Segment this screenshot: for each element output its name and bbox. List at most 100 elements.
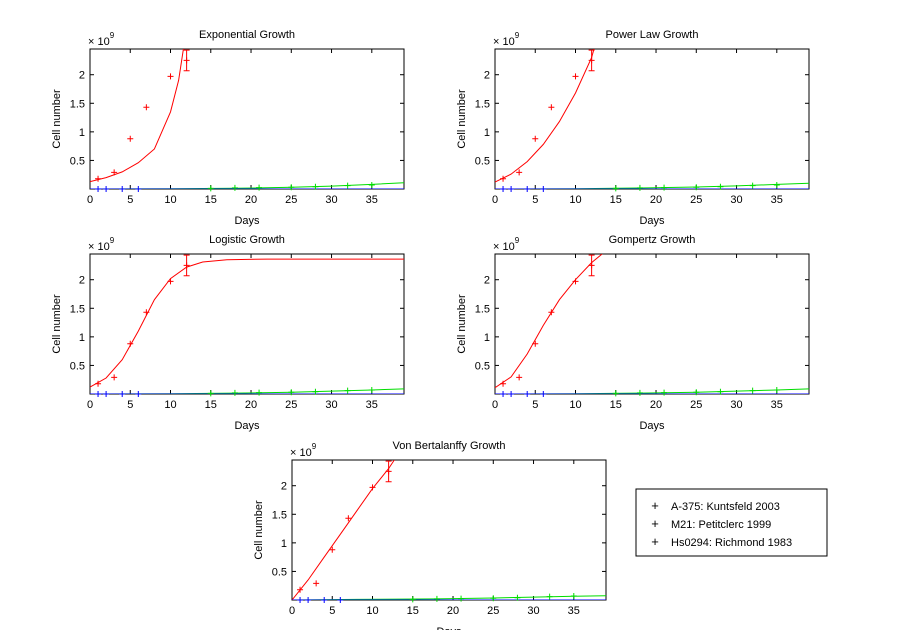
data-point bbox=[207, 185, 214, 192]
data-point bbox=[548, 104, 555, 111]
data-point bbox=[329, 546, 336, 553]
data-point bbox=[369, 484, 376, 491]
y-tick-label: 0.5 bbox=[70, 360, 85, 372]
fit-curve bbox=[495, 49, 595, 183]
x-tick-label: 35 bbox=[771, 194, 783, 206]
data-point bbox=[288, 389, 295, 396]
chart-panel: 0 5 10 15 20 25 30 35 0.5 1 1.5 2 × 109 Von Bertalanf… bbox=[253, 440, 607, 630]
data-point bbox=[135, 186, 142, 192]
data-point bbox=[345, 515, 352, 522]
x-tick-label: 25 bbox=[690, 194, 702, 206]
x-tick-label: 5 bbox=[532, 194, 538, 206]
data-point bbox=[661, 389, 668, 396]
data-point bbox=[297, 597, 304, 603]
chart-title: Logistic Growth bbox=[209, 234, 285, 246]
data-point bbox=[321, 597, 328, 603]
data-point bbox=[500, 380, 507, 387]
y-tick-label: 2 bbox=[79, 70, 85, 82]
x-tick-label: 25 bbox=[285, 194, 297, 206]
legend-label: M21: Petitclerc 1999 bbox=[671, 519, 771, 531]
y-tick-label: 1 bbox=[79, 127, 85, 139]
x-axis-label: Days bbox=[436, 626, 462, 630]
data-point bbox=[572, 73, 579, 80]
y-axis-label: Cell number bbox=[253, 500, 265, 560]
plot-area bbox=[292, 460, 606, 600]
x-axis-label: Days bbox=[234, 215, 260, 227]
data-point bbox=[433, 595, 440, 602]
data-point bbox=[693, 389, 700, 396]
x-axis-label: Days bbox=[639, 215, 665, 227]
legend-marker: + bbox=[651, 534, 659, 549]
data-point bbox=[540, 186, 547, 192]
x-tick-label: 25 bbox=[487, 605, 499, 617]
x-tick-label: 35 bbox=[568, 605, 580, 617]
x-tick-label: 25 bbox=[690, 399, 702, 411]
x-tick-label: 20 bbox=[245, 399, 257, 411]
x-tick-label: 10 bbox=[164, 194, 176, 206]
fit-curve bbox=[90, 49, 184, 183]
x-tick-label: 10 bbox=[569, 399, 581, 411]
data-point bbox=[749, 182, 756, 189]
x-tick-label: 0 bbox=[87, 399, 93, 411]
x-tick-label: 15 bbox=[205, 194, 217, 206]
y-multiplier-exponent: 9 bbox=[110, 236, 115, 245]
y-tick-label: 0.5 bbox=[475, 155, 490, 167]
legend-entry: + A-375: Kuntsfeld 2003 bbox=[651, 498, 780, 513]
x-tick-label: 30 bbox=[730, 399, 742, 411]
y-tick-label: 0.5 bbox=[70, 155, 85, 167]
data-point bbox=[231, 389, 238, 396]
x-tick-label: 35 bbox=[771, 399, 783, 411]
x-tick-label: 5 bbox=[329, 605, 335, 617]
data-point bbox=[717, 388, 724, 395]
y-tick-label: 1 bbox=[484, 127, 490, 139]
data-point bbox=[749, 387, 756, 394]
y-tick-label: 2 bbox=[484, 70, 490, 82]
data-point bbox=[516, 374, 523, 381]
data-point bbox=[256, 389, 263, 396]
x-tick-label: 20 bbox=[650, 399, 662, 411]
y-multiplier: × 109 bbox=[493, 236, 520, 253]
y-tick-label: 0.5 bbox=[475, 360, 490, 372]
fit-curve bbox=[90, 258, 404, 388]
data-point bbox=[119, 391, 126, 397]
y-tick-label: 2 bbox=[484, 275, 490, 287]
legend-marker: + bbox=[651, 516, 659, 531]
plot-frame bbox=[494, 253, 810, 395]
x-tick-label: 0 bbox=[492, 194, 498, 206]
y-tick-label: 1 bbox=[484, 332, 490, 344]
x-tick-label: 10 bbox=[569, 194, 581, 206]
legend-entry: + M21: Petitclerc 1999 bbox=[651, 516, 771, 531]
data-point bbox=[312, 388, 319, 395]
y-multiplier: × 109 bbox=[290, 442, 317, 459]
y-tick-label: 1.5 bbox=[475, 303, 490, 315]
x-tick-label: 20 bbox=[650, 194, 662, 206]
data-point bbox=[297, 586, 304, 593]
x-tick-label: 0 bbox=[289, 605, 295, 617]
legend-entry: + Hs0294: Richmond 1983 bbox=[651, 534, 792, 549]
data-point bbox=[111, 169, 118, 176]
x-axis-label: Days bbox=[234, 420, 260, 432]
y-multiplier-exponent: 9 bbox=[110, 31, 115, 40]
fit-curve bbox=[292, 595, 606, 600]
x-tick-label: 30 bbox=[527, 605, 539, 617]
data-point bbox=[508, 391, 515, 397]
y-multiplier: × 109 bbox=[493, 31, 520, 48]
x-tick-label: 30 bbox=[730, 194, 742, 206]
x-tick-label: 30 bbox=[325, 194, 337, 206]
y-tick-label: 2 bbox=[281, 481, 287, 493]
data-point bbox=[409, 596, 416, 603]
y-tick-label: 2 bbox=[79, 275, 85, 287]
x-tick-label: 15 bbox=[407, 605, 419, 617]
data-point bbox=[103, 391, 110, 397]
data-point bbox=[313, 580, 320, 587]
y-tick-label: 1.5 bbox=[475, 98, 490, 110]
data-point bbox=[570, 593, 577, 599]
y-axis-label: Cell number bbox=[456, 89, 468, 149]
plot-frame bbox=[89, 253, 405, 395]
x-tick-label: 35 bbox=[366, 399, 378, 411]
data-point bbox=[636, 184, 643, 191]
data-point bbox=[143, 104, 150, 111]
data-point bbox=[143, 309, 150, 316]
x-tick-label: 20 bbox=[245, 194, 257, 206]
